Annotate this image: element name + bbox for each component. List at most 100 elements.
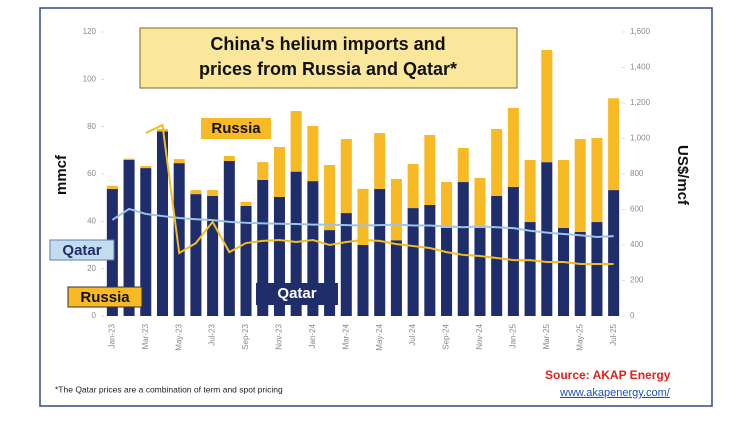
x-tick-label: Sep-23 — [241, 323, 250, 349]
bar — [407, 164, 419, 209]
bar — [474, 178, 486, 228]
bar — [223, 160, 235, 316]
annotation-box — [49, 239, 115, 261]
bar — [290, 171, 302, 316]
bar — [290, 111, 302, 172]
bar — [374, 133, 386, 189]
title-box — [139, 27, 518, 89]
bar — [424, 134, 436, 206]
source: Source: AKAP Energy — [545, 368, 671, 382]
y2-axis-label: US$/mcf — [674, 145, 691, 206]
annotation-box — [67, 286, 143, 308]
bar — [106, 185, 118, 189]
bar — [541, 49, 553, 163]
bar — [140, 168, 152, 316]
bar — [307, 181, 319, 316]
bar — [558, 160, 570, 228]
bar — [491, 196, 503, 316]
bar — [524, 160, 536, 223]
series-label: Russia — [80, 289, 130, 306]
bar — [140, 165, 152, 169]
bar — [558, 227, 570, 316]
x-tick-label: Jan-23 — [107, 323, 116, 348]
bar — [424, 205, 436, 316]
y2-tick-label: 800 — [630, 169, 644, 178]
bar — [324, 165, 336, 231]
bar — [190, 194, 202, 316]
y-tick-label: 100 — [83, 74, 97, 83]
bar — [240, 205, 252, 316]
line — [145, 123, 614, 265]
bar — [524, 222, 536, 316]
y-tick-label: 20 — [87, 264, 96, 273]
bar — [207, 196, 219, 316]
y2-tick-label: 400 — [630, 240, 644, 249]
x-tick-label: May-25 — [575, 323, 584, 350]
y-tick-label: 80 — [87, 122, 96, 131]
y2-tick-label: 600 — [630, 205, 644, 214]
y2-tick-label: 0 — [630, 311, 635, 320]
x-tick-label: Jan-24 — [308, 323, 317, 348]
x-tick-label: Jul-24 — [408, 323, 417, 345]
bar — [257, 179, 269, 316]
annotation-box — [201, 118, 271, 139]
x-tick-label: Mar-23 — [141, 323, 150, 349]
x-tick-label: Jul-25 — [609, 323, 618, 345]
bar — [591, 222, 603, 316]
bar — [324, 230, 336, 316]
bar — [574, 138, 586, 232]
line — [111, 207, 614, 239]
bar — [190, 190, 202, 195]
y2-tick-label: 1,000 — [630, 134, 651, 143]
bar — [441, 227, 453, 316]
bar — [340, 213, 352, 316]
series-label: Russia — [211, 120, 261, 137]
x-tick-label: Nov-23 — [275, 323, 284, 349]
bar — [441, 182, 453, 228]
bar — [407, 208, 419, 316]
bar — [390, 240, 402, 316]
bar — [507, 187, 519, 316]
y-tick-label: 120 — [83, 27, 97, 36]
y-axis-label: mmcf — [53, 154, 70, 195]
chart-title: prices from Russia and Qatar* — [199, 59, 457, 79]
bar — [591, 138, 603, 223]
bar — [307, 125, 319, 182]
bar — [491, 129, 503, 197]
bar — [257, 162, 269, 180]
bar — [123, 158, 135, 160]
bar — [608, 98, 620, 191]
bar — [223, 156, 235, 161]
bar — [390, 178, 402, 241]
bar — [273, 147, 285, 197]
x-tick-label: Jul-23 — [208, 323, 217, 345]
bar — [608, 190, 620, 316]
bar — [240, 201, 252, 206]
x-tick-label: Sep-24 — [442, 323, 451, 349]
y2-tick-label: 1,600 — [630, 27, 651, 36]
link[interactable]: www.akapenergy.com/ — [559, 387, 671, 399]
x-tick-label: May-24 — [375, 323, 384, 350]
bar — [156, 131, 168, 316]
x-tick-label: Nov-24 — [475, 323, 484, 349]
series-label: Qatar — [277, 285, 316, 302]
plot: 0 20 40 60 80 100 120 0 200 400 600 800 1,000 1,200 1,… — [83, 27, 651, 351]
bar — [340, 138, 352, 214]
x-tick-label: May-23 — [174, 323, 183, 350]
bar — [173, 163, 185, 316]
chart-title: China's helium imports and — [210, 34, 445, 54]
x-tick-label: Mar-24 — [341, 323, 350, 349]
y2-tick-label: 200 — [630, 276, 644, 285]
bar — [457, 182, 469, 316]
y-tick-label: 0 — [92, 311, 97, 320]
x-tick-label: Mar-25 — [542, 323, 551, 349]
bar — [507, 107, 519, 188]
series-label: Qatar — [62, 242, 101, 259]
bar — [273, 196, 285, 316]
bar — [574, 231, 586, 316]
x-tick-label: Jan-25 — [508, 323, 517, 348]
bar — [541, 162, 553, 316]
y2-tick-label: 1,200 — [630, 98, 651, 107]
bar — [357, 188, 369, 245]
